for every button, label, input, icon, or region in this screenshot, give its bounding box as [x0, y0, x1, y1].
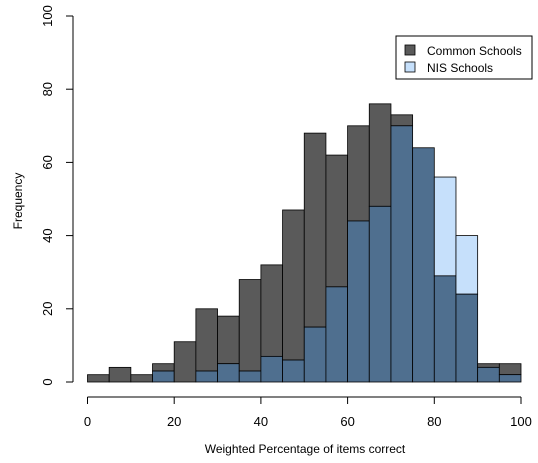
histogram-bar-overlap [347, 220, 370, 383]
histogram-bar-common [347, 125, 370, 222]
histogram-bar-overlap [477, 366, 500, 383]
histogram-bar-overlap [412, 147, 435, 383]
histogram-bar-common [498, 363, 522, 376]
histogram-bar-common [282, 209, 305, 361]
y-tick-label: 100 [40, 5, 55, 27]
histogram-bar-common [260, 264, 283, 357]
histogram-bar-overlap [303, 326, 327, 383]
histogram-bar-overlap [282, 359, 305, 383]
y-tick-label: 0 [40, 378, 55, 385]
y-axis: 0 20 40 60 80 100 [40, 5, 74, 386]
histogram-bar-nis [433, 176, 457, 277]
x-tick-label: 0 [84, 414, 91, 429]
legend-label-nis-schools: NIS Schools [427, 61, 493, 75]
histogram-bar-common [477, 363, 500, 368]
histogram-bar-common [325, 154, 348, 288]
histogram-bar-overlap [152, 370, 175, 383]
y-tick-label: 80 [40, 82, 55, 96]
histogram-bar-common [390, 114, 414, 127]
histogram-bar-overlap [368, 205, 392, 383]
histogram-bar-overlap [195, 370, 218, 383]
x-tick-label: 40 [254, 414, 268, 429]
histogram-bar-overlap [390, 125, 414, 383]
x-tick-label: 80 [427, 414, 441, 429]
histogram-bar-common [217, 315, 240, 365]
legend: Common Schools NIS Schools [395, 35, 533, 80]
y-tick-label: 20 [40, 302, 55, 316]
histogram-bar-common [152, 363, 175, 372]
histogram-bar-common [238, 279, 262, 372]
histogram-bars [87, 103, 522, 383]
histogram-bar-nis [455, 235, 479, 295]
histogram-bar-overlap [433, 275, 457, 383]
histogram-bar-common [130, 374, 153, 383]
x-axis: 0 20 40 60 80 100 [84, 396, 532, 429]
legend-swatch-common-schools [404, 44, 416, 56]
y-axis-title: Frequency [11, 173, 25, 230]
x-tick-label: 60 [340, 414, 354, 429]
x-tick-label: 100 [510, 414, 532, 429]
legend-swatch-nis-schools [404, 61, 416, 73]
histogram-bar-common [87, 374, 110, 383]
histogram-bar-overlap [217, 363, 240, 383]
histogram-bar-overlap [498, 374, 522, 383]
legend-box [395, 35, 533, 80]
histogram-bar-common [108, 366, 132, 383]
histogram-bar-overlap [260, 355, 283, 383]
histogram-bar-overlap [238, 370, 262, 383]
histogram-bar-overlap [325, 286, 348, 383]
legend-label-common-schools: Common Schools [427, 44, 522, 58]
x-tick-label: 20 [167, 414, 181, 429]
histogram-bar-common [195, 308, 218, 372]
histogram-bar-common [368, 103, 392, 207]
y-tick-label: 40 [40, 228, 55, 242]
histogram-bar-common [303, 132, 327, 328]
x-axis-title: Weighted Percentage of items correct [205, 442, 406, 456]
y-tick-label: 60 [40, 155, 55, 169]
histogram-bar-common [173, 341, 197, 383]
histogram-bar-overlap [455, 293, 479, 383]
